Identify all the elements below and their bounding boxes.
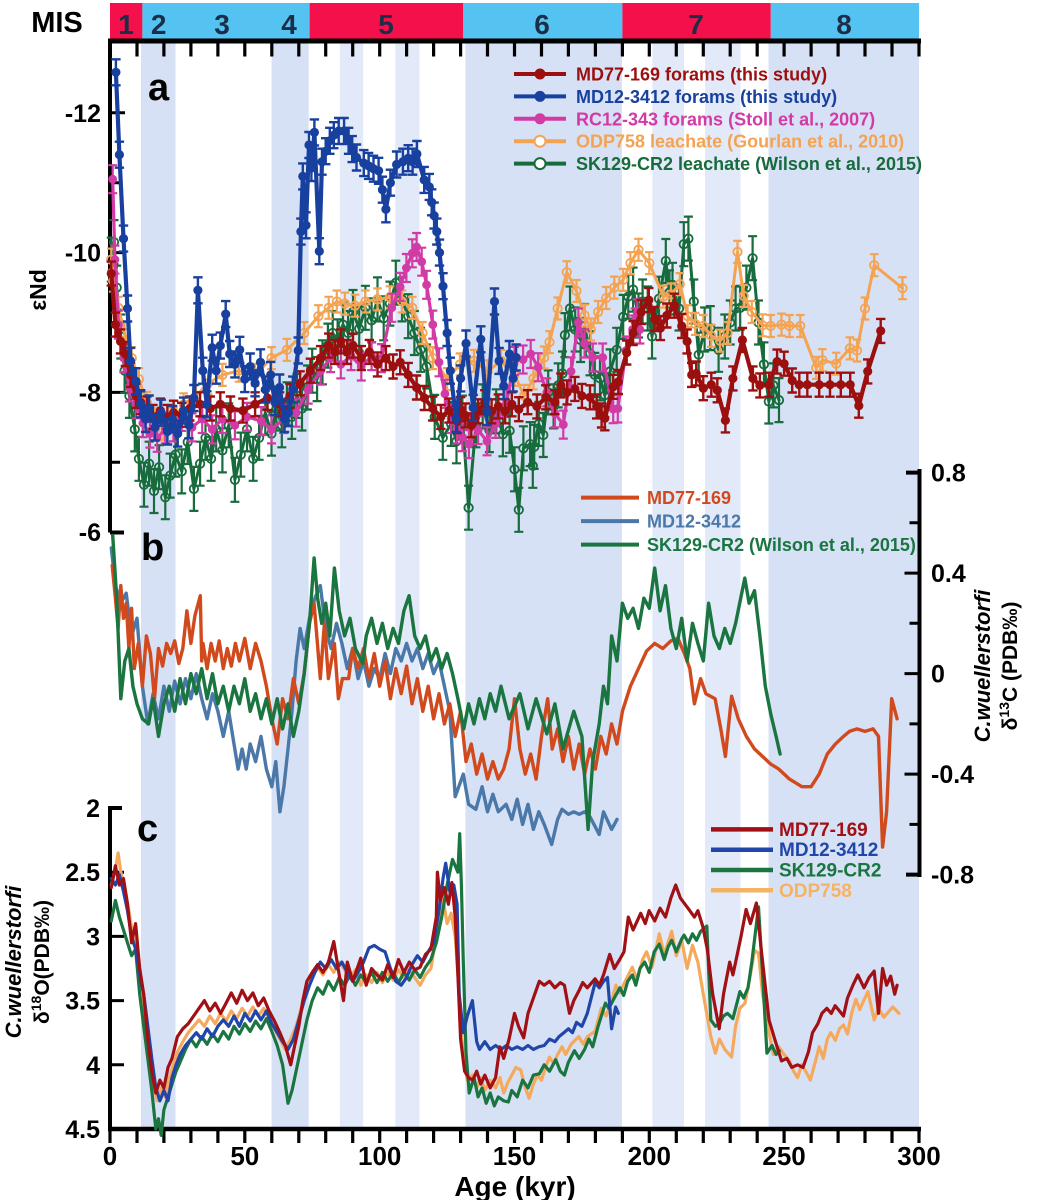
svg-text:MD77-169: MD77-169: [647, 488, 731, 508]
svg-text:MD12-3412: MD12-3412: [779, 840, 878, 861]
svg-text:-0.8: -0.8: [931, 862, 974, 890]
svg-text:0: 0: [103, 1141, 117, 1171]
svg-text:b: b: [141, 527, 164, 569]
svg-text:4.5: 4.5: [65, 1116, 100, 1144]
svg-text:4: 4: [86, 1052, 100, 1080]
svg-text:εNd: εNd: [25, 269, 51, 311]
svg-text:-12: -12: [65, 100, 101, 128]
svg-text:6: 6: [534, 9, 550, 40]
svg-text:50: 50: [230, 1141, 259, 1171]
svg-text:250: 250: [762, 1141, 805, 1171]
svg-text:150: 150: [493, 1141, 536, 1171]
svg-text:MIS: MIS: [31, 7, 83, 39]
svg-text:8: 8: [836, 9, 852, 40]
svg-text:200: 200: [628, 1141, 671, 1171]
svg-text:5: 5: [378, 9, 394, 40]
svg-text:SK129-CR2: SK129-CR2: [779, 861, 881, 882]
svg-text:0.8: 0.8: [931, 460, 966, 488]
svg-text:7: 7: [688, 9, 704, 40]
svg-text:MD12-3412 forams (this study): MD12-3412 forams (this study): [576, 87, 837, 107]
svg-text:ODP758: ODP758: [779, 881, 852, 902]
svg-text:2: 2: [86, 795, 100, 823]
svg-text:4: 4: [281, 9, 297, 40]
svg-text:SK129-CR2 leachate (Wilson et: SK129-CR2 leachate (Wilson et al., 2015): [576, 154, 922, 174]
svg-text:MD12-3412: MD12-3412: [647, 512, 741, 532]
svg-text:Age (kyr): Age (kyr): [454, 1171, 575, 1200]
svg-text:MD77-169: MD77-169: [779, 820, 868, 841]
svg-text:C.wuellerstorfi: C.wuellerstorfi: [970, 589, 995, 743]
svg-text:100: 100: [358, 1141, 401, 1171]
svg-text:3.5: 3.5: [65, 988, 100, 1016]
svg-text:0: 0: [931, 661, 945, 689]
svg-text:c: c: [137, 808, 158, 850]
svg-text:C.wuellerstorfi: C.wuellerstorfi: [1, 885, 26, 1039]
svg-text:-6: -6: [79, 519, 101, 547]
svg-text:2: 2: [151, 9, 167, 40]
svg-text:MD77-169 forams (this study): MD77-169 forams (this study): [576, 65, 827, 85]
svg-text:1: 1: [118, 9, 134, 40]
svg-text:3: 3: [86, 923, 100, 951]
svg-text:-8: -8: [79, 379, 101, 407]
svg-text:-10: -10: [65, 240, 101, 268]
svg-text:a: a: [148, 67, 170, 109]
svg-text:RC12-343 forams (Stoll et al.,: RC12-343 forams (Stoll et al., 2007): [576, 109, 875, 129]
svg-text:ODP758 leachate (Gourlan et al: ODP758 leachate (Gourlan et al., 2010): [576, 132, 904, 152]
svg-text:2.5: 2.5: [65, 859, 100, 887]
svg-text:300: 300: [897, 1141, 940, 1171]
svg-text:0.4: 0.4: [931, 560, 966, 588]
svg-text:-0.4: -0.4: [931, 761, 974, 789]
svg-text:SK129-CR2 (Wilson et al., 2015: SK129-CR2 (Wilson et al., 2015): [647, 535, 916, 555]
svg-text:3: 3: [214, 9, 230, 40]
